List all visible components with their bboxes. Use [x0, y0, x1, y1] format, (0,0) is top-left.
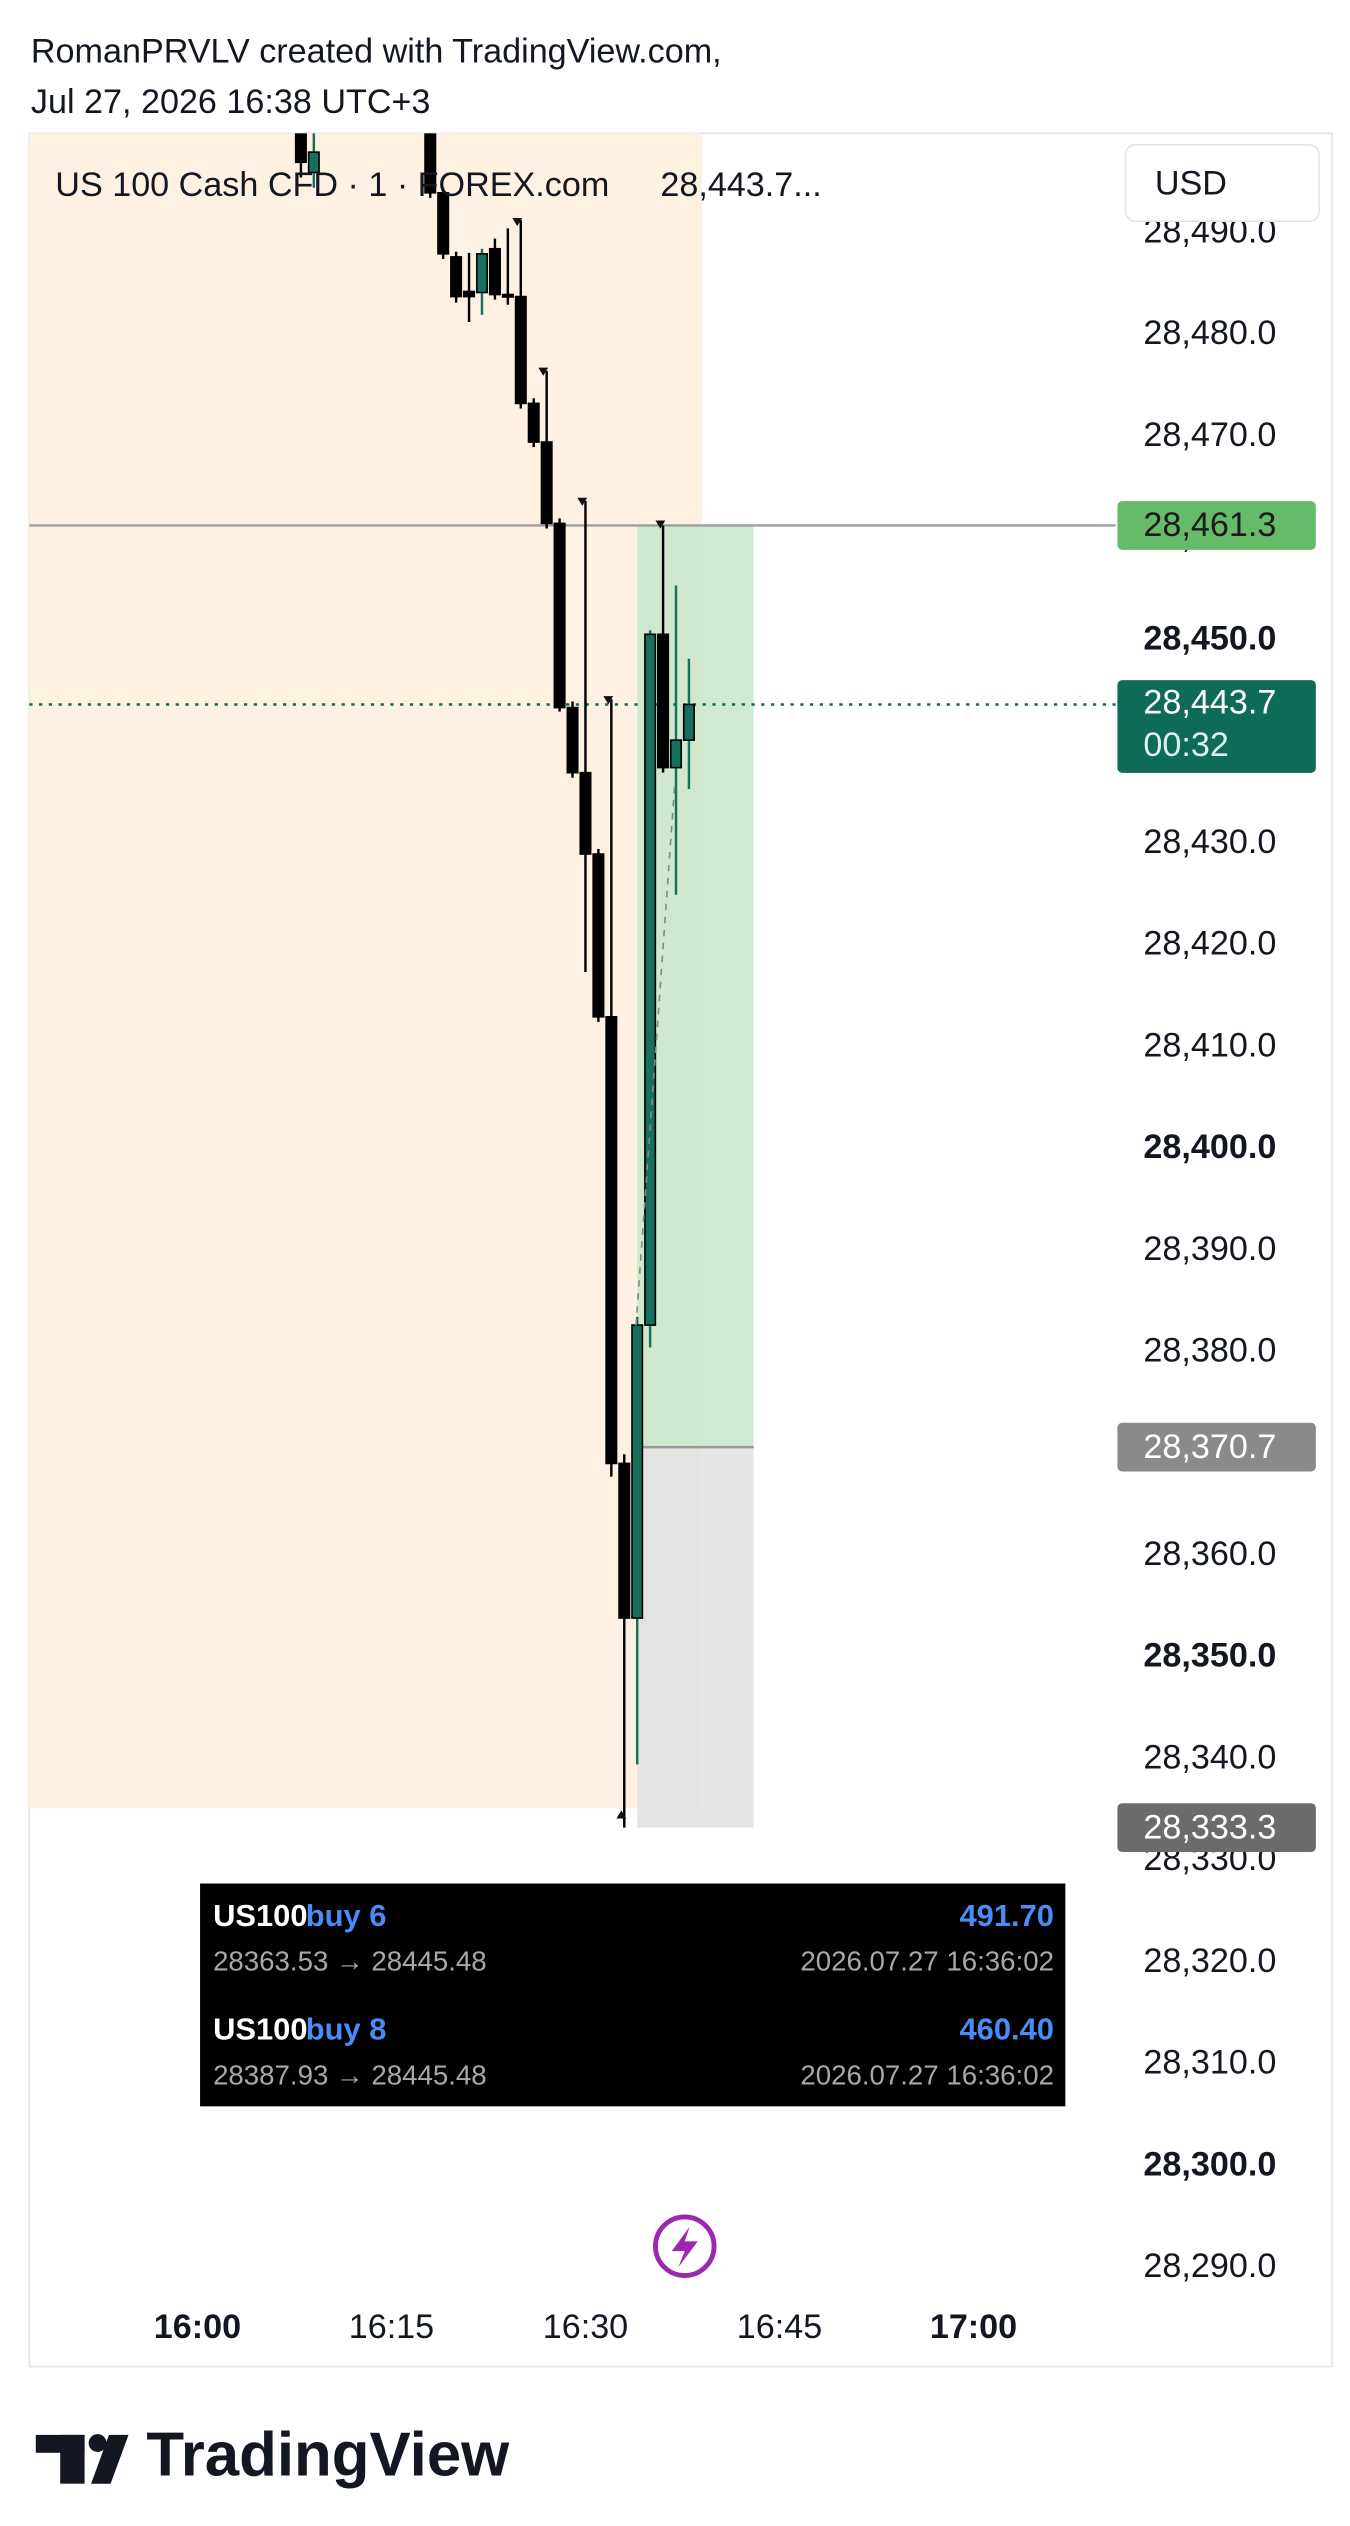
candle-body — [682, 703, 695, 741]
currency-box[interactable] — [1124, 143, 1320, 223]
y-tick-label: 28,340.0 — [1143, 1738, 1276, 1776]
y-tick-label: 28,430.0 — [1143, 823, 1276, 861]
candle-body — [514, 295, 527, 405]
brand-logo — [35, 2434, 129, 2484]
candle-body — [294, 133, 307, 164]
trade-amount: 491.70 — [959, 1898, 1053, 1933]
candle-body — [631, 1324, 644, 1619]
y-tick-label: 28,310.0 — [1143, 2044, 1276, 2082]
y-tick-label: 28,470.0 — [1143, 416, 1276, 454]
y-tick-label: 28,420.0 — [1143, 925, 1276, 963]
price-tag — [1117, 1803, 1316, 1853]
header-author: RomanPRVLV created with TradingView.com, — [31, 33, 722, 71]
y-tick-label: 28,480.0 — [1143, 314, 1276, 352]
price-tag-label: 28,370.7 — [1143, 1428, 1276, 1466]
candle-body — [424, 133, 437, 194]
highlight-zone — [29, 133, 702, 1809]
candle-body — [488, 247, 501, 296]
candle-body — [540, 441, 553, 525]
brand-name: TradingView — [146, 2421, 510, 2490]
y-tick-label: 28,320.0 — [1143, 1942, 1276, 1980]
trade-time: 2026.07.27 16:36:02 — [800, 2059, 1054, 2090]
x-tick-label: 16:15 — [349, 2308, 434, 2346]
trade-symbol: US100 — [213, 2012, 307, 2047]
currency[interactable]: USD — [1155, 164, 1227, 202]
candle-body — [669, 739, 683, 769]
candle-body — [307, 151, 320, 174]
trade-amount: 460.40 — [959, 2012, 1053, 2047]
price-tag — [1117, 1422, 1316, 1472]
candle-body — [657, 633, 670, 769]
candle-body — [592, 853, 605, 1018]
trade-side: buy 6 — [306, 1898, 387, 1933]
candle-body — [579, 771, 592, 855]
y-tick-label: 28,450.0 — [1143, 619, 1276, 657]
candle-body — [437, 191, 450, 255]
x-tick-label: 16:45 — [737, 2308, 822, 2346]
symbol-legend: US 100 Cash CFD · 1 · FOREX.com — [55, 166, 609, 204]
x-tick-label: 17:00 — [930, 2308, 1017, 2346]
y-tick-label: 28,390.0 — [1143, 1230, 1276, 1268]
extreme-markers — [512, 217, 666, 1819]
header-date: Jul 27, 2026 16:38 UTC+3 — [31, 83, 431, 121]
trade-route: 28363.53 → 28445.48 — [213, 1946, 487, 1977]
trade-symbol: US100 — [213, 1898, 307, 1933]
countdown: 00:32 — [1143, 726, 1228, 764]
candle-body — [450, 256, 463, 298]
price-tag-label: 28,461.3 — [1143, 506, 1276, 544]
candle-body — [501, 293, 514, 298]
x-tick-label: 16:00 — [154, 2308, 241, 2346]
candle-body — [644, 633, 657, 1326]
y-tick-label: 28,400.0 — [1143, 1128, 1276, 1166]
candle-body — [605, 1016, 618, 1465]
y-tick-label: 28,380.0 — [1143, 1332, 1276, 1370]
y-tick-label: 28,360.0 — [1143, 1535, 1276, 1573]
price-tag — [1117, 501, 1316, 550]
trade-panel — [200, 1883, 1066, 2107]
position-profit — [637, 525, 754, 1448]
candle-body — [553, 522, 566, 709]
candle-body — [566, 706, 579, 774]
candle-body — [527, 402, 540, 443]
y-tick-label: 28,300.0 — [1143, 2145, 1276, 2183]
legend-price: 28,443.7... — [660, 166, 821, 204]
trade-route: 28387.93 → 28445.48 — [213, 2059, 487, 2090]
current-price-label: 28,443.7 — [1143, 684, 1276, 722]
candle-body — [463, 290, 476, 298]
y-tick-label: 28,290.0 — [1143, 2247, 1276, 2285]
position-loss — [637, 1447, 754, 1828]
current-price-tag — [1117, 680, 1316, 773]
trade-time: 2026.07.27 16:36:02 — [800, 1946, 1054, 1977]
price-tag-label: 28,333.3 — [1143, 1808, 1276, 1846]
candle-body — [475, 253, 489, 294]
trade-side: buy 8 — [306, 2012, 387, 2047]
lightning-button[interactable] — [653, 2214, 717, 2278]
y-tick-label: 28,410.0 — [1143, 1026, 1276, 1064]
x-tick-label: 16:30 — [543, 2308, 628, 2346]
y-tick-label: 28,350.0 — [1143, 1637, 1276, 1675]
candle-body — [618, 1462, 631, 1619]
